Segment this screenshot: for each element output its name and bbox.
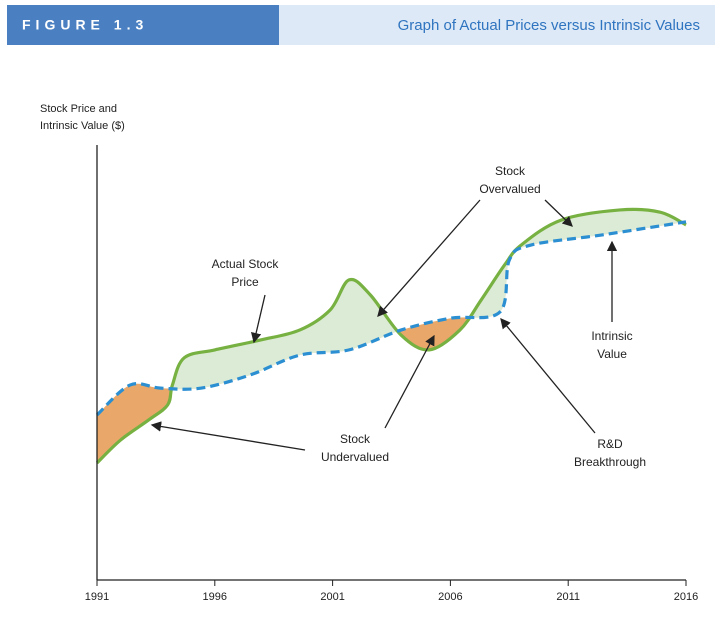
x-tick-label: 2006 [438, 591, 462, 603]
x-tick-label: 1996 [203, 591, 227, 603]
annotation: Overvalued [479, 182, 540, 196]
price-line [95, 207, 687, 465]
annotation: Price [231, 275, 259, 289]
annotation: R&D [597, 437, 623, 451]
annotation: Intrinsic [591, 329, 632, 343]
arrow [150, 421, 306, 451]
intrinsic-line [95, 220, 687, 417]
x-tick-label: 2011 [556, 591, 580, 603]
y-axis-label: Stock Price and [40, 103, 117, 115]
arrow [544, 199, 573, 227]
annotation: Breakthrough [574, 455, 646, 469]
arrow [384, 334, 435, 429]
annotation: Actual Stock [212, 257, 280, 271]
chart-title: Graph of Actual Prices versus Intrinsic … [398, 17, 700, 34]
figure-label: FIGURE 1.3 [22, 17, 148, 33]
arrow [377, 199, 481, 317]
annotation: Value [597, 347, 627, 361]
annotation: Stock [340, 432, 371, 446]
figure-label-box [7, 5, 279, 45]
x-tick-label: 2001 [320, 591, 344, 603]
title-box [279, 5, 715, 45]
annotation: Stock [495, 164, 526, 178]
annotation: Undervalued [321, 450, 389, 464]
x-tick-label: 1991 [85, 591, 109, 603]
arrow [500, 317, 596, 434]
arrow [251, 294, 266, 344]
y-axis-label: Intrinsic Value ($) [40, 120, 125, 132]
x-tick-label: 2016 [674, 591, 698, 603]
